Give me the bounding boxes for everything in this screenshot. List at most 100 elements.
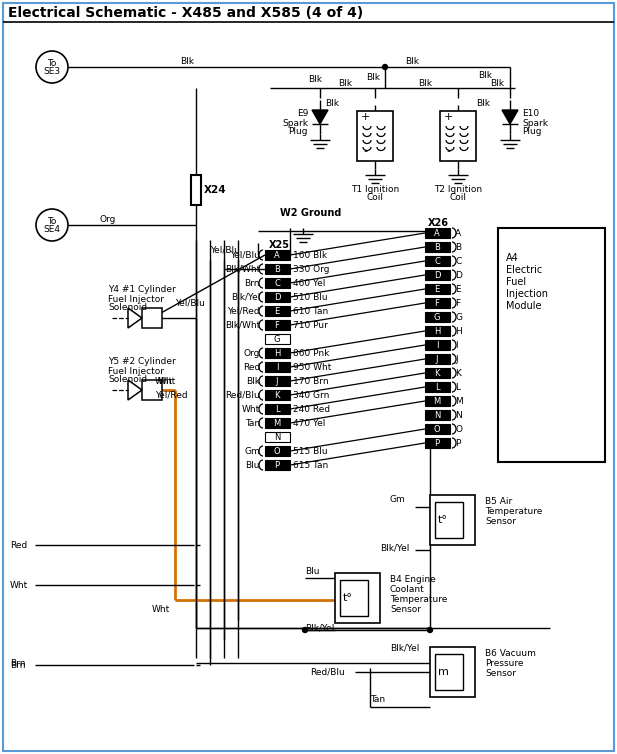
Text: m: m — [437, 667, 449, 677]
Text: Plug: Plug — [289, 127, 308, 136]
Text: H: H — [434, 326, 440, 336]
Text: To: To — [48, 216, 57, 225]
Text: t°: t° — [438, 515, 448, 525]
Text: 860 Pnk: 860 Pnk — [293, 348, 329, 357]
Text: 515 Blu: 515 Blu — [293, 446, 328, 455]
Text: Wht: Wht — [242, 404, 260, 413]
Text: P: P — [455, 439, 460, 448]
Text: P: P — [275, 461, 280, 470]
Text: 460 Yel: 460 Yel — [293, 278, 325, 287]
Text: J: J — [455, 354, 458, 363]
Text: Y4 #1 Cylinder: Y4 #1 Cylinder — [108, 286, 176, 295]
Text: t°: t° — [343, 593, 353, 603]
Text: L: L — [455, 382, 460, 391]
FancyBboxPatch shape — [425, 312, 450, 322]
Text: E10: E10 — [522, 109, 539, 118]
FancyBboxPatch shape — [265, 432, 290, 442]
FancyBboxPatch shape — [265, 250, 290, 260]
Text: H: H — [455, 326, 462, 336]
Text: Brn: Brn — [244, 278, 260, 287]
Text: Temperature: Temperature — [390, 596, 447, 605]
Text: Blk/Yel: Blk/Yel — [380, 544, 409, 553]
Text: Yel/Red: Yel/Red — [228, 306, 260, 315]
Text: Solenoid: Solenoid — [108, 304, 147, 312]
Text: I: I — [276, 363, 278, 372]
Text: E: E — [434, 284, 440, 293]
Text: Gm: Gm — [390, 495, 406, 504]
Text: Blk: Blk — [246, 376, 260, 385]
Text: 710 Pur: 710 Pur — [293, 320, 328, 329]
Text: Blk: Blk — [180, 57, 194, 66]
Text: Solenoid: Solenoid — [108, 375, 147, 385]
FancyBboxPatch shape — [425, 354, 450, 364]
Text: F: F — [434, 299, 439, 308]
Text: C: C — [274, 278, 280, 287]
Text: Wht: Wht — [152, 605, 170, 615]
Text: Wht: Wht — [10, 581, 28, 590]
Text: D: D — [455, 271, 462, 280]
Text: Fuel Injector: Fuel Injector — [108, 295, 164, 304]
FancyBboxPatch shape — [265, 446, 290, 456]
Text: +: + — [360, 112, 370, 122]
Text: Yel/Blu: Yel/Blu — [210, 246, 240, 255]
FancyBboxPatch shape — [340, 580, 368, 616]
Text: W2 Ground: W2 Ground — [280, 208, 341, 218]
Text: Sensor: Sensor — [390, 605, 421, 615]
Text: To: To — [48, 59, 57, 68]
Text: Org: Org — [100, 216, 117, 225]
FancyBboxPatch shape — [357, 111, 393, 161]
FancyBboxPatch shape — [430, 647, 475, 697]
Text: +: + — [443, 112, 453, 122]
FancyBboxPatch shape — [435, 502, 463, 538]
FancyBboxPatch shape — [430, 495, 475, 545]
Text: Sensor: Sensor — [485, 517, 516, 526]
Text: Pressure: Pressure — [485, 660, 523, 669]
Text: Yel/Blu: Yel/Blu — [230, 250, 260, 259]
Text: E: E — [455, 284, 461, 293]
Text: Blk: Blk — [366, 72, 380, 81]
Text: Red/Blu: Red/Blu — [225, 391, 260, 400]
Text: H: H — [274, 348, 280, 357]
FancyBboxPatch shape — [425, 410, 450, 420]
Text: Temperature: Temperature — [485, 507, 542, 516]
Text: 160 Blk: 160 Blk — [293, 250, 327, 259]
Text: Gm: Gm — [244, 446, 260, 455]
Text: 950 Wht: 950 Wht — [293, 363, 331, 372]
Text: Blk: Blk — [490, 78, 504, 87]
Text: SE4: SE4 — [44, 225, 60, 234]
Text: Brn: Brn — [10, 658, 25, 667]
FancyBboxPatch shape — [425, 270, 450, 280]
Text: X24: X24 — [204, 185, 226, 195]
Polygon shape — [502, 110, 518, 124]
Text: A: A — [274, 250, 280, 259]
Text: G: G — [455, 312, 462, 321]
Text: Tan: Tan — [245, 418, 260, 428]
Circle shape — [302, 627, 307, 633]
FancyBboxPatch shape — [142, 308, 162, 328]
FancyBboxPatch shape — [142, 380, 162, 400]
Polygon shape — [312, 110, 328, 124]
FancyBboxPatch shape — [425, 242, 450, 252]
Text: 510 Blu: 510 Blu — [293, 293, 328, 302]
Text: B5 Air: B5 Air — [485, 498, 512, 507]
Text: Sensor: Sensor — [485, 670, 516, 679]
Text: X25: X25 — [269, 240, 290, 250]
Text: Wht: Wht — [158, 378, 176, 387]
Text: M: M — [455, 397, 463, 406]
FancyBboxPatch shape — [425, 438, 450, 448]
Text: Wht: Wht — [155, 378, 173, 387]
FancyBboxPatch shape — [265, 376, 290, 386]
Text: Blk/Wht: Blk/Wht — [225, 320, 260, 329]
FancyBboxPatch shape — [335, 573, 380, 623]
Text: Coil: Coil — [450, 194, 466, 203]
Text: B: B — [455, 243, 461, 252]
FancyBboxPatch shape — [3, 3, 614, 751]
Text: E: E — [275, 306, 280, 315]
Text: A: A — [455, 228, 461, 238]
FancyBboxPatch shape — [265, 418, 290, 428]
Text: Module: Module — [506, 301, 542, 311]
Text: Blu: Blu — [246, 461, 260, 470]
Text: SE3: SE3 — [43, 68, 60, 76]
Text: O: O — [455, 425, 462, 434]
Text: Blk/Yel: Blk/Yel — [305, 624, 334, 633]
